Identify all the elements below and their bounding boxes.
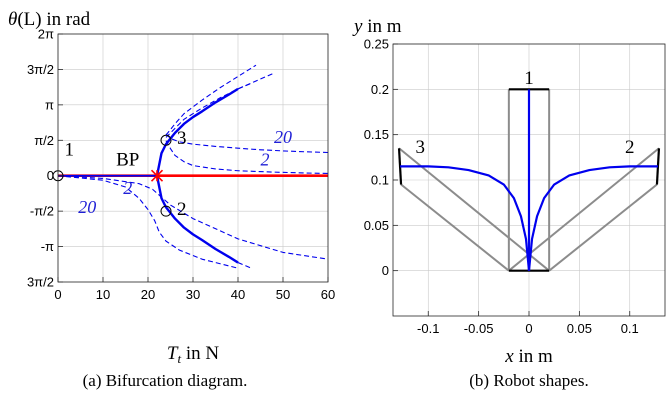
panel-b-x-tick-label: 0.05 bbox=[567, 321, 592, 336]
panel-a-x-tick-label: 0 bbox=[54, 287, 61, 302]
panel-b-y-tick-label: 0.2 bbox=[371, 82, 389, 97]
panel-a-x-axis-label: Tt in N bbox=[167, 343, 219, 366]
panel-a-series-line-10 bbox=[165, 72, 275, 138]
robot-shapes-panel: 1 3 2 -0.1 -0.05 0 0.05 0.1 0.25 0.2 0.15 0.1 0.05 0 x… bbox=[352, 16, 666, 390]
panel-a-y-tick-label: -π/2 bbox=[30, 204, 54, 219]
panel-a-x-tick-label: 10 bbox=[96, 287, 110, 302]
panel-b-series-line-12 bbox=[527, 165, 658, 271]
panel-a-x-tick-label: 40 bbox=[231, 287, 245, 302]
panel-a-series-line-8 bbox=[165, 140, 329, 175]
panel-a-x-tick-label: 20 bbox=[141, 287, 155, 302]
panel-a-y-tick-label: π/2 bbox=[34, 133, 54, 148]
panel-b-series-line-11 bbox=[400, 165, 531, 271]
panel-a-x-tick-label: 60 bbox=[321, 287, 335, 302]
panel-b-y-tick-label: 0.05 bbox=[364, 218, 389, 233]
panel-a-series-line-9 bbox=[165, 133, 329, 154]
panel-b-series-line-5 bbox=[508, 147, 660, 272]
panel-b-x-axis-label: x in m bbox=[504, 346, 553, 367]
panel-a-series-line-3 bbox=[155, 175, 239, 264]
panel-a-series-line-11 bbox=[165, 64, 257, 136]
panel-a-caption: (a) Bifurcation diagram. bbox=[83, 371, 248, 390]
panel-a-y-tick-label: -π bbox=[41, 239, 54, 254]
panel-b-series-line-4 bbox=[548, 183, 658, 272]
panel-a-annotation-label: 3 bbox=[177, 128, 187, 149]
panel-b-annotation-label: 2 bbox=[625, 137, 635, 158]
panel-b-x-tick-label: -0.1 bbox=[417, 321, 439, 336]
panel-a-plot-area bbox=[52, 64, 329, 269]
panel-a-circle-marker bbox=[160, 134, 172, 146]
panel-a-y-tick-label: 3π/2 bbox=[27, 275, 54, 290]
panel-a-annotation-label: 20 bbox=[78, 197, 96, 217]
panel-a-y-axis-label: θ(L) in rad bbox=[8, 9, 91, 30]
panel-b-x-tick-label: -0.05 bbox=[464, 321, 494, 336]
panel-a-x-tick-label: 50 bbox=[276, 287, 290, 302]
panel-a-annotation-label: 2 bbox=[261, 150, 270, 170]
panel-a-y-tick-label: 3π/2 bbox=[27, 62, 54, 77]
panel-a-circle-marker bbox=[160, 205, 172, 217]
panel-b-x-tick-label: 0 bbox=[525, 321, 532, 336]
panel-b-x-tick-label: 0.1 bbox=[621, 321, 639, 336]
panel-b-series-line-3 bbox=[398, 147, 550, 272]
panel-b-annotation-label: 1 bbox=[524, 68, 534, 89]
panel-b-caption: (b) Robot shapes. bbox=[469, 371, 588, 390]
panel-a-series-line-2 bbox=[155, 87, 239, 176]
panel-a-y-tick-label: 0 bbox=[47, 168, 54, 183]
panel-b-y-tick-label: 0 bbox=[382, 263, 389, 278]
panel-a-x-tick-label: 30 bbox=[186, 287, 200, 302]
panel-a-y-tick-label: 2π bbox=[38, 27, 54, 42]
panel-a-series-line-6 bbox=[57, 175, 329, 260]
panel-a-annotation-label: 1 bbox=[65, 139, 75, 160]
panel-a-annotation-label: 20 bbox=[274, 127, 292, 147]
panel-b-plot-area bbox=[397, 88, 661, 272]
panel-b-y-tick-label: 0.15 bbox=[364, 127, 389, 142]
panel-a-y-tick-label: π bbox=[45, 97, 54, 112]
panel-b-annotation-label: 3 bbox=[415, 137, 425, 158]
panel-a-series-line-7 bbox=[57, 175, 239, 269]
panel-b-y-tick-label: 0.1 bbox=[371, 173, 389, 188]
panel-a-annotation-label: 2 bbox=[177, 199, 187, 220]
panel-b-y-axis-label: y in m bbox=[352, 16, 402, 37]
panel-a-annotation-label: 2 bbox=[123, 178, 132, 198]
panel-b-y-tick-label: 0.25 bbox=[364, 37, 389, 52]
panel-b-series-line-2 bbox=[400, 183, 510, 272]
panel-a-bifurcation-point-marker bbox=[150, 169, 164, 182]
panel-a-series-line-5 bbox=[237, 262, 252, 269]
panel-a-annotation-label: BP bbox=[116, 150, 139, 171]
